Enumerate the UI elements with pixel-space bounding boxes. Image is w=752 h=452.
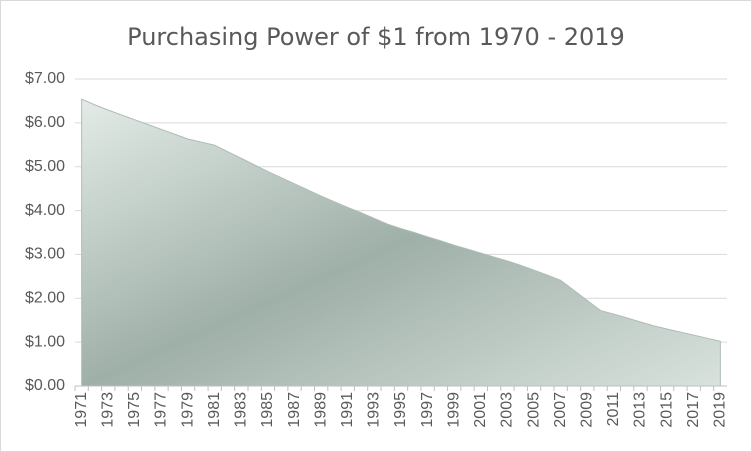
x-tick-label: 1979 xyxy=(179,392,196,428)
x-tick-label: 1983 xyxy=(233,392,250,428)
x-tick-label: 1975 xyxy=(126,392,143,428)
x-tick-label: 2003 xyxy=(499,392,516,428)
x-tick-label: 1981 xyxy=(206,392,223,428)
x-tick-label: 1971 xyxy=(73,392,90,428)
area xyxy=(81,98,721,387)
y-tick-label: $4.00 xyxy=(25,202,65,219)
x-tick-label: 1985 xyxy=(259,392,276,428)
x-tick-label: 1973 xyxy=(99,392,116,428)
x-tick-label: 2015 xyxy=(658,392,675,428)
y-tick-label: $7.00 xyxy=(25,70,65,87)
y-tick-label: $3.00 xyxy=(25,246,65,263)
y-tick-label: $5.00 xyxy=(25,158,65,175)
x-tick-label: 2011 xyxy=(605,392,622,427)
x-tick-label: 1995 xyxy=(392,392,409,428)
y-tick-label: $0.00 xyxy=(25,377,65,394)
x-tick-label: 1993 xyxy=(366,392,383,428)
x-tick-label: 2017 xyxy=(685,392,702,428)
x-tick-label: 2001 xyxy=(472,392,489,428)
x-tick-label: 2007 xyxy=(552,392,569,428)
chart-title: Purchasing Power of $1 from 1970 - 2019 xyxy=(127,23,625,51)
x-tick-label: 1991 xyxy=(339,392,356,428)
y-tick-label: $1.00 xyxy=(25,333,65,350)
y-tick-label: $6.00 xyxy=(25,114,65,131)
x-tick-label: 1999 xyxy=(445,392,462,428)
x-tick-label: 2009 xyxy=(579,392,596,428)
x-tick-label: 2019 xyxy=(712,392,729,428)
x-tick-label: 2005 xyxy=(525,392,542,428)
y-tick-label: $2.00 xyxy=(25,290,65,307)
x-tick-label: 1977 xyxy=(153,392,170,428)
x-tick-label: 1989 xyxy=(312,392,329,428)
x-tick-label: 1987 xyxy=(286,392,303,428)
x-tick-label: 1997 xyxy=(419,392,436,428)
x-tick-label: 2013 xyxy=(632,392,649,428)
